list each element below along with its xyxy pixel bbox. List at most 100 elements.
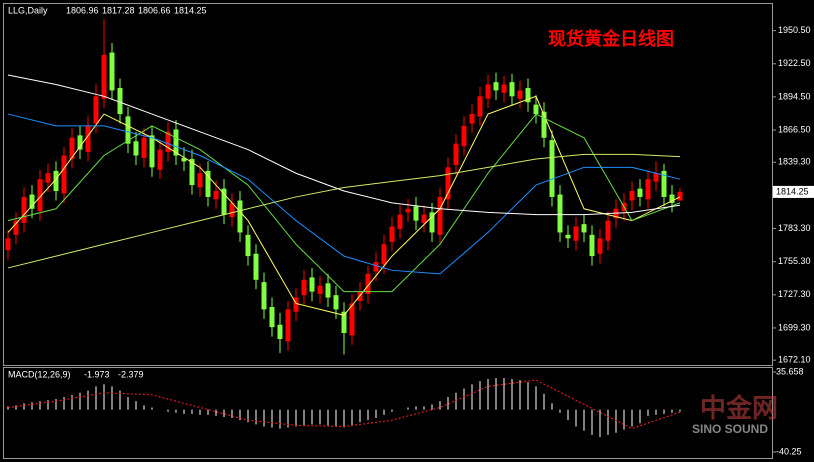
candle-body [493,82,499,91]
candle-body [629,191,635,201]
candle-body [669,194,675,203]
macd-panel [3,367,773,459]
y-tick-label: 1727.30 [778,289,811,299]
macd-signal-value: -2.379 [118,369,144,379]
candle-body [605,220,611,241]
price-tag-label: 1814.25 [776,186,809,196]
macd-signal [7,379,681,430]
candle-body [221,188,227,215]
macd-tick-label: -40.25 [776,446,802,456]
y-tick-label: 1866.50 [778,124,811,134]
candle-body [373,262,379,272]
candle-body [125,116,131,144]
y-tick-label: 1950.50 [778,25,811,35]
watermark-cn: 中金网 [700,393,778,423]
candle-body [29,194,35,209]
candle-body [485,84,491,99]
y-tick-label: 1783.30 [778,223,811,233]
candle-body [341,311,347,334]
candle-body [165,131,171,152]
watermark-en: SINO SOUND [692,422,768,436]
candle-body [77,135,83,150]
candle-body [581,224,587,233]
symbol: LLG,Daily [8,5,48,15]
candle-body [53,170,59,192]
candle-body [285,309,291,342]
candle-body [661,170,667,197]
candle-body [349,303,355,336]
candle-body [317,285,323,294]
candle-body [525,88,531,103]
candle-body [549,140,555,197]
candle-body [453,143,459,165]
moving-average [7,113,681,293]
candle-body [645,179,651,200]
candle-body [637,188,643,197]
moving-average [7,153,681,269]
price-tag [773,185,814,198]
y-tick-label: 1755.30 [778,256,811,266]
candle-body [509,82,515,97]
candle-body [213,191,219,200]
chart-title: 现货黄金日线图 [548,28,674,49]
y-tick-label: 1672.10 [778,355,811,365]
candle-body [677,191,683,201]
candle-body [69,137,75,160]
candle-body [277,324,283,339]
candle-body [101,54,107,99]
moving-average [7,74,681,216]
header-close: 1814.25 [174,5,207,15]
candle-body [181,157,187,162]
candle-body [533,104,539,115]
candle-body [141,137,147,158]
candle-body [429,212,435,233]
candle-body [253,253,259,280]
candle-body [13,220,19,235]
candle-body [501,84,507,93]
candle-body [133,141,139,156]
candle-body [5,238,11,251]
candle-body [173,129,179,156]
macd-label: MACD(12,26,9) [8,369,71,379]
candle-body [437,196,443,235]
candle-body [269,307,275,328]
candle-body [197,173,203,188]
candle-body [445,167,451,200]
candle-body [469,114,475,124]
candle-body [109,52,115,91]
moving-average [7,95,681,316]
macd-tick-label: 35.658 [776,366,804,376]
candle-body [565,234,571,239]
macd-value: -1.973 [84,369,110,379]
price-panel [3,3,773,366]
candle-body [381,244,387,265]
y-tick-label: 1922.50 [778,58,811,68]
candle-body [261,282,267,310]
y-tick-label: 1699.30 [778,322,811,332]
candle-body [397,214,403,229]
candle-body [21,196,27,223]
candle-body [301,279,307,296]
candle-body [85,125,91,152]
candle-body [405,208,411,213]
candle-body [37,179,43,212]
candle-body [61,155,67,194]
candle-body [205,170,211,197]
candle-body [477,96,483,117]
candle-body [293,297,299,312]
candle-body [229,202,235,218]
y-tick-label: 1894.50 [778,91,811,101]
header-open: 1806.96 [66,5,99,15]
candle-body [517,90,523,99]
y-tick-label: 1839.30 [778,157,811,167]
moving-average [7,113,681,275]
candle-body [93,96,99,124]
candle-body [557,194,563,233]
candle-body [589,234,595,257]
candle-body [245,234,251,257]
candle-body [189,159,195,186]
candle-body [461,125,467,147]
plot-layer: 1950.501922.501894.501866.501839.301811.… [5,19,814,456]
